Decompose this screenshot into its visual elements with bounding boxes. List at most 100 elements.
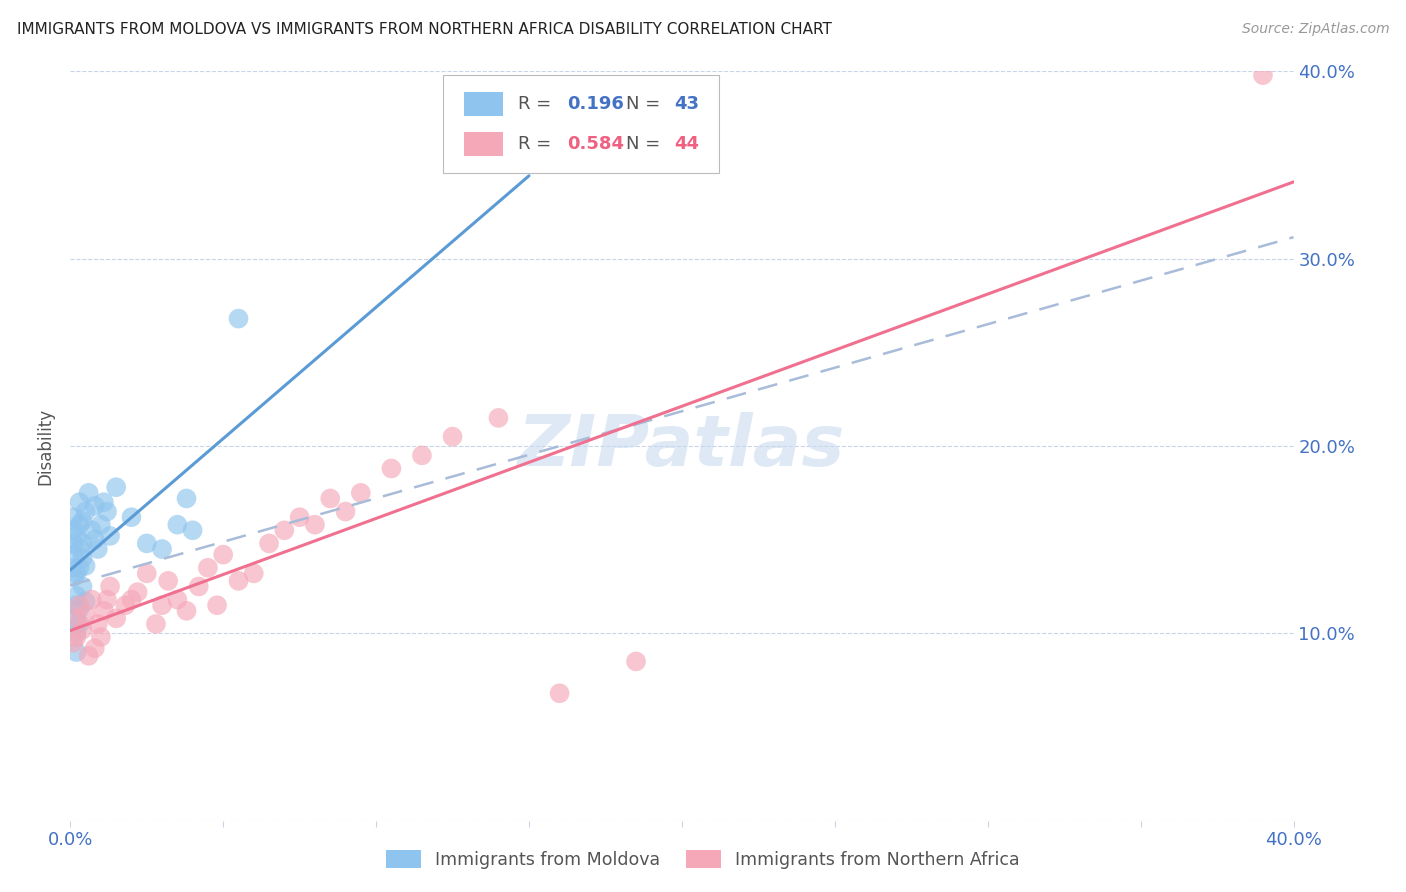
- Point: [90, 517, 112, 532]
- Point: [135, 566, 157, 581]
- Point: [87, 542, 110, 557]
- Point: [72, 580, 94, 594]
- Text: 44: 44: [675, 135, 700, 153]
- Point: [65, 630, 87, 644]
- Text: R =: R =: [517, 95, 557, 113]
- Point: [624, 655, 647, 669]
- Point: [65, 599, 87, 613]
- Point: [157, 574, 180, 588]
- Point: [127, 585, 149, 599]
- Point: [105, 611, 128, 625]
- Point: [75, 505, 97, 519]
- Point: [380, 461, 402, 475]
- Point: [150, 542, 173, 557]
- Point: [304, 517, 326, 532]
- Point: [205, 599, 228, 613]
- Point: [114, 599, 136, 613]
- FancyBboxPatch shape: [464, 132, 503, 155]
- Point: [166, 592, 188, 607]
- Point: [135, 536, 157, 550]
- Point: [166, 517, 188, 532]
- Text: 0.584: 0.584: [567, 135, 624, 153]
- Point: [69, 617, 91, 632]
- Point: [273, 524, 295, 538]
- Point: [197, 561, 219, 575]
- Point: [90, 630, 112, 644]
- FancyBboxPatch shape: [464, 92, 503, 116]
- Point: [83, 533, 105, 547]
- Point: [145, 617, 167, 632]
- Point: [72, 536, 94, 550]
- Point: [96, 505, 118, 519]
- Text: IMMIGRANTS FROM MOLDOVA VS IMMIGRANTS FROM NORTHERN AFRICA DISABILITY CORRELATIO: IMMIGRANTS FROM MOLDOVA VS IMMIGRANTS FR…: [17, 22, 832, 37]
- Text: 43: 43: [675, 95, 700, 113]
- Point: [121, 510, 143, 524]
- Point: [83, 641, 105, 656]
- Point: [62, 510, 84, 524]
- Point: [548, 686, 571, 700]
- Point: [187, 580, 209, 594]
- Point: [62, 570, 84, 584]
- Point: [181, 524, 204, 538]
- Point: [96, 592, 118, 607]
- Point: [77, 648, 100, 663]
- Point: [87, 617, 110, 632]
- Point: [65, 611, 87, 625]
- Point: [62, 635, 84, 649]
- Point: [75, 594, 97, 608]
- Text: Source: ZipAtlas.com: Source: ZipAtlas.com: [1241, 22, 1389, 37]
- Point: [69, 599, 91, 613]
- Point: [83, 499, 105, 513]
- Text: R =: R =: [517, 135, 557, 153]
- Point: [62, 524, 84, 538]
- Point: [411, 449, 433, 463]
- Point: [105, 480, 128, 494]
- Point: [350, 486, 373, 500]
- Point: [212, 548, 235, 562]
- Point: [69, 602, 91, 616]
- Point: [335, 505, 357, 519]
- Point: [69, 542, 91, 557]
- Point: [80, 592, 103, 607]
- Point: [69, 517, 91, 532]
- Point: [65, 589, 87, 603]
- Point: [75, 607, 97, 622]
- Point: [441, 430, 464, 444]
- Point: [62, 536, 84, 550]
- Point: [65, 626, 87, 640]
- Point: [62, 548, 84, 562]
- Point: [77, 486, 100, 500]
- Point: [93, 604, 115, 618]
- Point: [62, 561, 84, 575]
- Point: [176, 604, 198, 618]
- Point: [69, 495, 91, 509]
- Point: [228, 574, 250, 588]
- Point: [93, 495, 115, 509]
- Point: [72, 623, 94, 637]
- Point: [65, 611, 87, 625]
- Point: [72, 514, 94, 528]
- Point: [121, 592, 143, 607]
- Point: [65, 645, 87, 659]
- Point: [98, 580, 121, 594]
- Point: [75, 558, 97, 573]
- Text: 0.196: 0.196: [567, 95, 624, 113]
- Text: ZIPatlas: ZIPatlas: [519, 411, 845, 481]
- Text: N =: N =: [626, 95, 665, 113]
- Point: [243, 566, 266, 581]
- Point: [1251, 68, 1274, 82]
- Point: [488, 411, 510, 425]
- Point: [228, 311, 250, 326]
- Point: [319, 491, 342, 506]
- Point: [257, 536, 280, 550]
- Point: [288, 510, 311, 524]
- Point: [65, 529, 87, 543]
- Point: [98, 529, 121, 543]
- Point: [80, 524, 103, 538]
- Point: [150, 599, 173, 613]
- Legend: Immigrants from Moldova, Immigrants from Northern Africa: Immigrants from Moldova, Immigrants from…: [380, 844, 1026, 876]
- Point: [72, 551, 94, 566]
- FancyBboxPatch shape: [443, 75, 718, 172]
- Y-axis label: Disability: Disability: [37, 408, 55, 484]
- Point: [69, 561, 91, 575]
